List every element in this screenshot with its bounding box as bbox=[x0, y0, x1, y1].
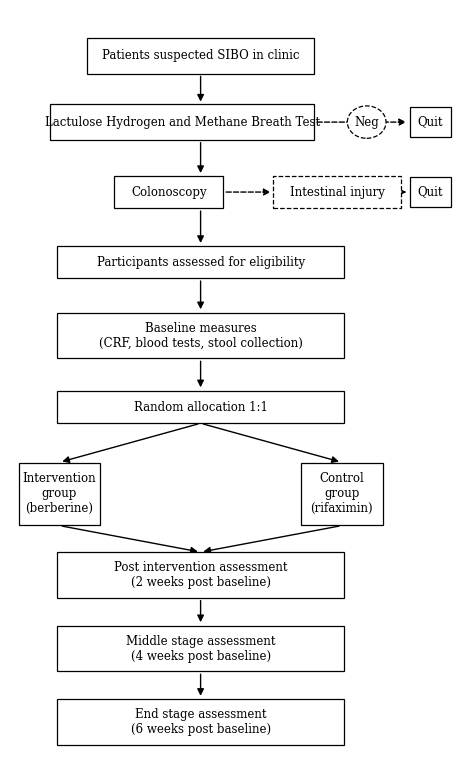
Text: Participants assessed for eligibility: Participants assessed for eligibility bbox=[97, 255, 305, 268]
FancyBboxPatch shape bbox=[57, 313, 344, 358]
Text: Quit: Quit bbox=[418, 186, 443, 199]
Text: Neg: Neg bbox=[354, 116, 379, 129]
FancyBboxPatch shape bbox=[57, 552, 344, 597]
FancyBboxPatch shape bbox=[57, 626, 344, 671]
FancyBboxPatch shape bbox=[57, 245, 344, 278]
Text: Colonoscopy: Colonoscopy bbox=[131, 186, 207, 199]
Text: Lactulose Hydrogen and Methane Breath Test: Lactulose Hydrogen and Methane Breath Te… bbox=[45, 116, 320, 129]
Text: End stage assessment
(6 weeks post baseline): End stage assessment (6 weeks post basel… bbox=[130, 708, 271, 736]
FancyBboxPatch shape bbox=[57, 391, 344, 423]
Text: Control
group
(rifaximin): Control group (rifaximin) bbox=[310, 472, 373, 515]
FancyBboxPatch shape bbox=[87, 38, 314, 74]
FancyBboxPatch shape bbox=[410, 107, 451, 137]
Text: Middle stage assessment
(4 weeks post baseline): Middle stage assessment (4 weeks post ba… bbox=[126, 634, 275, 663]
Ellipse shape bbox=[347, 106, 386, 138]
Text: Intervention
group
(berberine): Intervention group (berberine) bbox=[23, 472, 96, 515]
Text: Patients suspected SIBO in clinic: Patients suspected SIBO in clinic bbox=[102, 49, 300, 62]
Text: Baseline measures
(CRF, blood tests, stool collection): Baseline measures (CRF, blood tests, sto… bbox=[99, 321, 302, 350]
FancyBboxPatch shape bbox=[273, 176, 401, 209]
FancyBboxPatch shape bbox=[410, 177, 451, 207]
Text: Quit: Quit bbox=[418, 116, 443, 129]
Text: Post intervention assessment
(2 weeks post baseline): Post intervention assessment (2 weeks po… bbox=[114, 561, 287, 589]
FancyBboxPatch shape bbox=[18, 463, 100, 525]
Text: Random allocation 1:1: Random allocation 1:1 bbox=[134, 400, 267, 413]
FancyBboxPatch shape bbox=[301, 463, 383, 525]
FancyBboxPatch shape bbox=[114, 176, 223, 209]
FancyBboxPatch shape bbox=[57, 700, 344, 745]
FancyBboxPatch shape bbox=[50, 104, 314, 140]
Text: Intestinal injury: Intestinal injury bbox=[290, 186, 384, 199]
